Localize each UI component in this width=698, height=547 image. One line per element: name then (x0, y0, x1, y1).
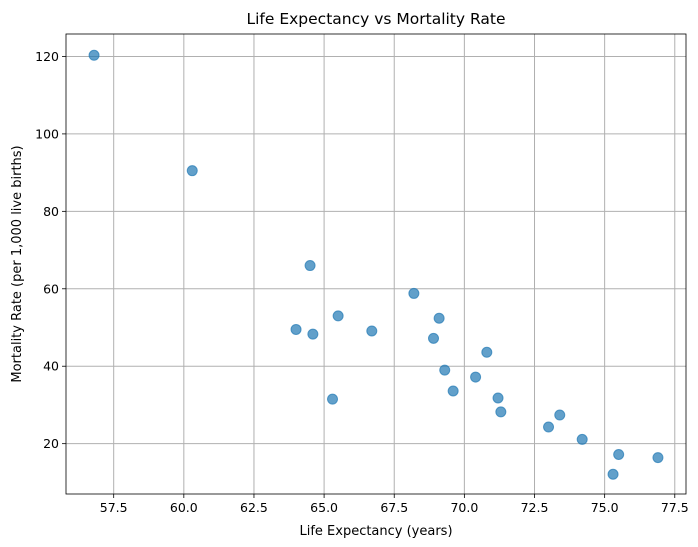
data-point (576, 433, 588, 445)
data-point (290, 323, 302, 335)
x-tick-label: 72.5 (521, 500, 549, 515)
x-tick-label: 57.5 (100, 500, 128, 515)
data-point (554, 409, 566, 421)
data-point (439, 364, 451, 376)
data-point (613, 449, 625, 461)
data-point (652, 452, 664, 464)
x-axis-ticks: 57.5 60.0 62.5 65.0 67.5 70.0 72.5 75.0 77.5 (100, 494, 689, 515)
data-point (492, 392, 504, 404)
data-point (433, 312, 445, 324)
data-point (332, 310, 344, 322)
data-point (428, 332, 440, 344)
data-point (88, 49, 100, 61)
data-point (186, 165, 198, 177)
data-point (470, 371, 482, 383)
data-point (307, 328, 319, 340)
y-axis-label: Mortality Rate (per 1,000 live births) (10, 145, 25, 382)
data-point (607, 468, 619, 480)
y-tick-label: 40 (43, 359, 59, 374)
plot-frame (65, 33, 687, 495)
y-tick-label: 20 (43, 436, 59, 451)
y-tick-label: 120 (35, 49, 59, 64)
data-point (447, 385, 459, 397)
x-tick-label: 62.5 (240, 500, 268, 515)
x-tick-label: 67.5 (380, 500, 408, 515)
data-point (327, 393, 339, 405)
data-point (543, 421, 555, 433)
x-tick-label: 77.5 (661, 500, 689, 515)
x-tick-label: 70.0 (450, 500, 478, 515)
x-tick-label: 65.0 (310, 500, 338, 515)
x-axis-label: Life Expectancy (years) (299, 524, 452, 539)
grid (66, 34, 686, 494)
data-point (366, 325, 378, 337)
chart-title: Life Expectancy vs Mortality Rate (246, 10, 505, 28)
data-point (304, 260, 316, 272)
y-tick-label: 100 (35, 126, 59, 141)
data-point (408, 287, 420, 299)
y-axis-ticks: 20 40 60 80 100 120 (35, 49, 66, 451)
y-tick-label: 60 (43, 281, 59, 296)
y-tick-label: 80 (43, 204, 59, 219)
data-point (495, 406, 507, 418)
data-points (88, 49, 664, 480)
data-point (481, 346, 493, 358)
x-tick-label: 75.0 (591, 500, 619, 515)
x-tick-label: 60.0 (170, 500, 198, 515)
